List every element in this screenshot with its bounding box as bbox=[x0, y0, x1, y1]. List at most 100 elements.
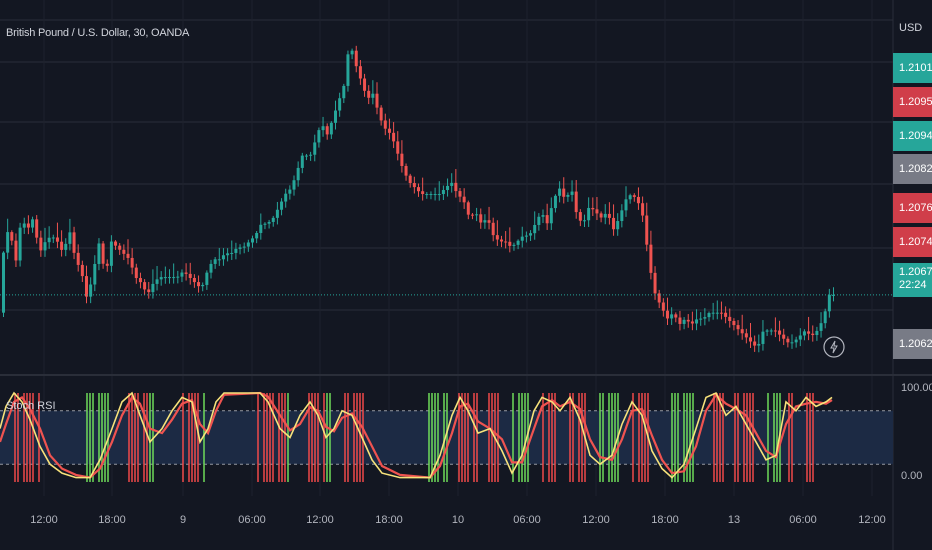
candle-down bbox=[749, 337, 752, 342]
stoch-signal-bar bbox=[137, 393, 139, 482]
candle-down bbox=[367, 90, 371, 98]
candle-up bbox=[342, 85, 346, 99]
stoch-signal-bar bbox=[443, 393, 445, 482]
candle-down bbox=[39, 237, 43, 251]
stoch-signal-bar bbox=[512, 393, 514, 482]
candle-down bbox=[562, 188, 566, 197]
indicator-title[interactable]: Stoch RSI bbox=[6, 400, 56, 412]
candle-up bbox=[172, 277, 176, 279]
candle-down bbox=[26, 223, 30, 228]
candle-down bbox=[188, 273, 192, 278]
stoch-signal-bar bbox=[488, 393, 490, 482]
candle-up bbox=[628, 195, 632, 200]
stoch-signal-bar bbox=[32, 393, 34, 482]
stoch-signal-bar bbox=[467, 393, 469, 482]
candle-down bbox=[470, 214, 474, 216]
stoch-signal-bar bbox=[809, 393, 811, 482]
candle-up bbox=[259, 224, 263, 233]
lightning-icon[interactable] bbox=[823, 336, 845, 358]
stoch-signal-bar bbox=[437, 393, 439, 482]
candle-down bbox=[666, 310, 669, 319]
stoch-signal-bar bbox=[356, 393, 358, 482]
stoch-signal-bar bbox=[287, 393, 289, 482]
stoch-signal-bar bbox=[632, 393, 634, 482]
stoch-signal-bar bbox=[497, 393, 499, 482]
price-badge: 1.20824 bbox=[893, 154, 932, 184]
stoch-k-line bbox=[0, 391, 833, 479]
candle-up bbox=[583, 220, 586, 222]
candle-up bbox=[553, 195, 557, 209]
candle-down bbox=[358, 66, 362, 79]
stoch-signal-bar bbox=[722, 393, 724, 482]
candle-down bbox=[678, 317, 682, 324]
candle-up bbox=[43, 242, 47, 251]
candle-up bbox=[304, 155, 308, 157]
candle-up bbox=[711, 312, 715, 314]
candle-up bbox=[321, 126, 325, 131]
time-tick-label: 9 bbox=[179, 514, 187, 526]
stoch-signal-bar bbox=[134, 393, 136, 482]
stoch-signal-bar bbox=[347, 393, 349, 482]
stoch-signal-bar bbox=[446, 393, 448, 482]
stoch-signal-bar bbox=[26, 393, 28, 482]
stoch-signal-bar bbox=[458, 393, 460, 482]
candle-down bbox=[719, 312, 723, 314]
candle-up bbox=[97, 243, 101, 264]
candle-down bbox=[740, 329, 744, 334]
candle-up bbox=[230, 252, 234, 254]
time-tick-label: 06:00 bbox=[513, 514, 541, 526]
stoch-signal-bar bbox=[737, 393, 739, 482]
candle-up bbox=[537, 216, 541, 225]
price-badge-value: 1.20824 bbox=[899, 163, 932, 175]
candle-up bbox=[541, 215, 545, 217]
candle-down bbox=[462, 196, 466, 203]
candle-up bbox=[47, 237, 51, 243]
symbol-title[interactable]: British Pound / U.S. Dollar, 30, OANDA bbox=[6, 27, 190, 39]
stoch-signal-bar bbox=[719, 393, 721, 482]
stoch-signal-bar bbox=[266, 393, 268, 482]
candle-down bbox=[72, 232, 76, 253]
price-badge-value: 1.20762 bbox=[899, 202, 932, 214]
candle-up bbox=[699, 318, 703, 320]
candle-up bbox=[155, 279, 159, 284]
stoch-signal-bar bbox=[464, 393, 466, 482]
candle-up bbox=[707, 313, 711, 318]
candle-down bbox=[85, 276, 88, 297]
candle-down bbox=[458, 191, 462, 197]
candle-down bbox=[387, 128, 391, 133]
candle-up bbox=[205, 272, 209, 285]
stoch-signal-bar bbox=[614, 393, 616, 482]
stoch-signal-bar bbox=[17, 393, 19, 482]
price-badge: 1.20957 bbox=[893, 87, 932, 117]
candle-up bbox=[163, 277, 167, 279]
price-badge: 1.2067022:24 bbox=[893, 263, 932, 297]
candle-up bbox=[682, 319, 686, 324]
stoch-signal-bar bbox=[569, 393, 571, 482]
candle-up bbox=[201, 284, 205, 287]
stoch-signal-bar bbox=[428, 393, 430, 482]
candle-up bbox=[516, 240, 520, 245]
candle-up bbox=[242, 246, 246, 248]
stoch-signal-bar bbox=[491, 393, 493, 482]
candle-up bbox=[317, 130, 321, 143]
stoch-signal-bar bbox=[269, 393, 271, 482]
candle-up bbox=[217, 259, 221, 261]
candle-down bbox=[636, 196, 640, 204]
candle-up bbox=[251, 238, 254, 243]
candle-down bbox=[383, 120, 387, 129]
candle-up bbox=[313, 142, 317, 155]
candle-down bbox=[612, 217, 616, 230]
candle-down bbox=[591, 207, 595, 210]
candle-down bbox=[732, 320, 736, 326]
candle-down bbox=[724, 312, 728, 317]
price-badge: 1.20762 bbox=[893, 193, 932, 223]
stoch-signal-bar bbox=[461, 393, 463, 482]
stoch-signal-bar bbox=[551, 393, 553, 482]
candle-up bbox=[159, 277, 163, 280]
candle-down bbox=[392, 132, 396, 142]
candle-down bbox=[487, 220, 491, 223]
stoch-signal-bar bbox=[431, 393, 433, 482]
candle-up bbox=[529, 233, 533, 236]
candle-up bbox=[168, 277, 171, 279]
